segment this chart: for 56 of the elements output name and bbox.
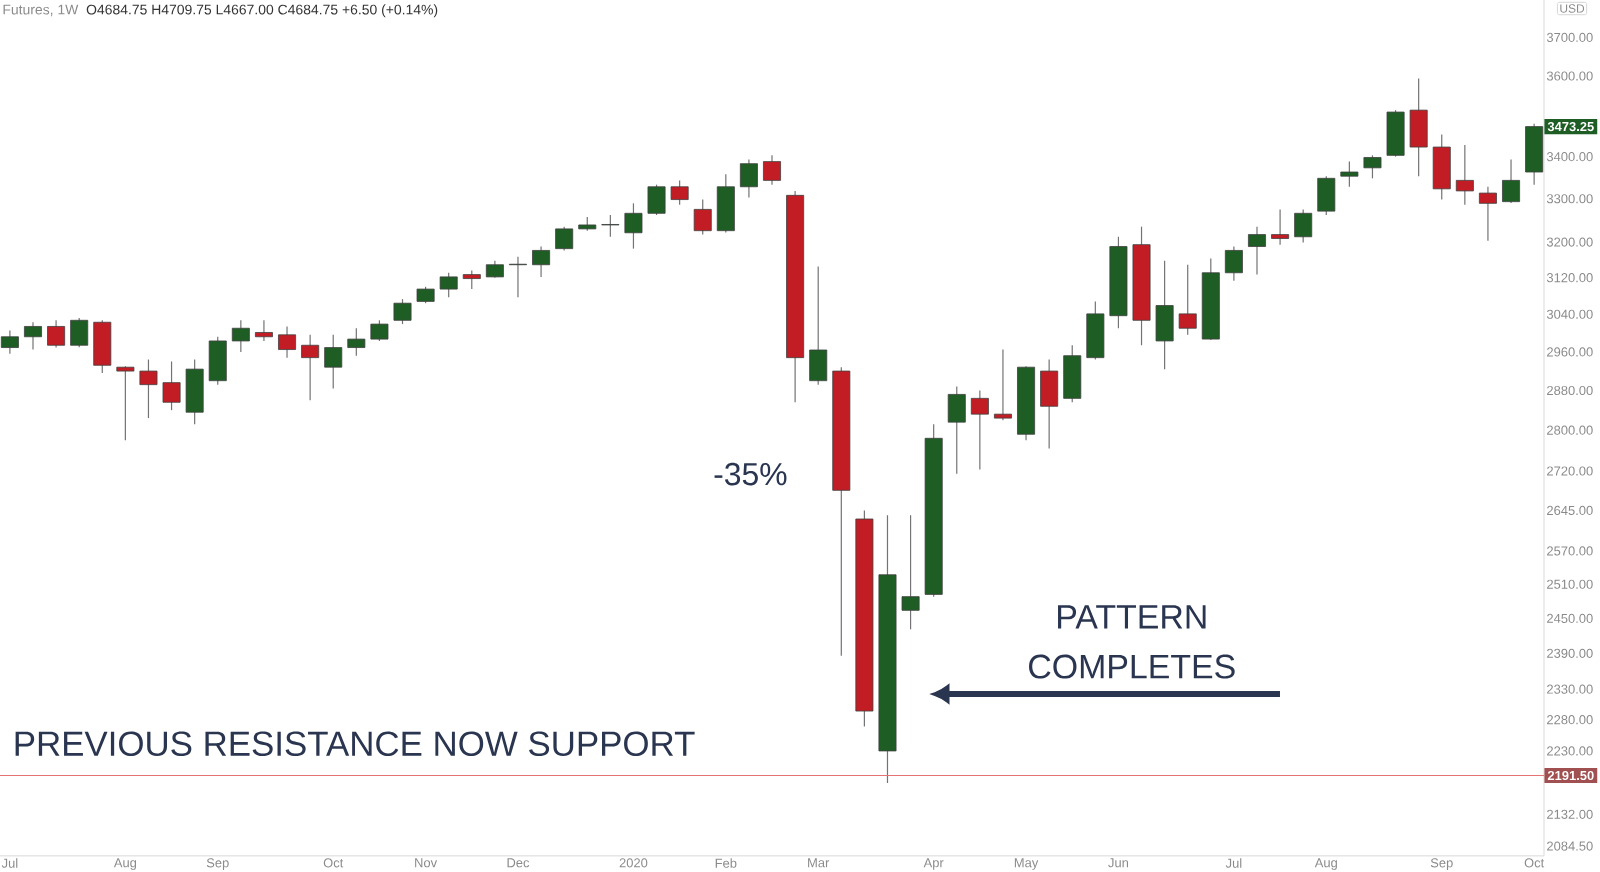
candlestick <box>1294 208 1313 244</box>
candlestick <box>993 348 1012 421</box>
candlestick <box>1502 158 1521 204</box>
candlestick <box>24 321 42 351</box>
candlestick <box>624 202 643 250</box>
annotation: PATTERN COMPLETES <box>1029 605 1235 679</box>
annotation: -35% <box>714 462 787 486</box>
candlestick <box>739 158 758 199</box>
candlestick <box>1363 154 1382 179</box>
candlestick <box>1063 344 1082 403</box>
candlestick <box>1224 245 1243 282</box>
candlestick <box>1086 300 1105 361</box>
candlestick <box>1409 77 1428 177</box>
candlestick <box>1478 186 1497 242</box>
candlestick <box>208 336 227 386</box>
candlestick <box>1340 160 1359 188</box>
candlestick <box>162 360 181 411</box>
candlestick <box>278 325 297 359</box>
candlestick <box>809 265 828 386</box>
candlestick <box>393 298 412 325</box>
candlestick <box>70 317 89 348</box>
candlestick <box>301 334 320 401</box>
candlestick <box>693 198 712 236</box>
candlestick <box>970 389 989 471</box>
candlestick <box>370 319 389 342</box>
candlestick <box>139 358 158 419</box>
candlestick <box>555 226 574 252</box>
candlestick <box>324 334 343 390</box>
candlestick <box>254 319 273 342</box>
candlestick <box>185 358 204 425</box>
candlestick <box>1432 133 1451 201</box>
candlestick <box>901 514 920 630</box>
candlestick <box>1271 208 1290 246</box>
candlestick <box>1455 144 1474 206</box>
candlestick <box>1155 260 1174 370</box>
candlestick <box>1386 109 1405 158</box>
candlestick <box>1178 264 1197 336</box>
candlestick <box>462 269 481 290</box>
candlestick <box>532 245 551 278</box>
candlestick <box>93 319 112 374</box>
annotation: PREVIOUS RESISTANCE NOW SUPPORT <box>15 731 695 757</box>
candlestick <box>347 327 366 357</box>
candlestick <box>601 214 620 238</box>
candlestick <box>716 173 735 234</box>
candlestick <box>231 319 250 353</box>
candlestick <box>116 365 135 441</box>
candlestick <box>1248 226 1266 276</box>
candlestick <box>439 272 458 298</box>
candlestick <box>947 385 966 475</box>
candlestick <box>763 154 781 186</box>
candlestick <box>0 329 19 355</box>
candlestick <box>1040 358 1059 450</box>
candlestick <box>647 184 666 216</box>
candlestick <box>1317 175 1336 216</box>
candlestick <box>670 179 689 206</box>
candlestick <box>47 319 66 349</box>
